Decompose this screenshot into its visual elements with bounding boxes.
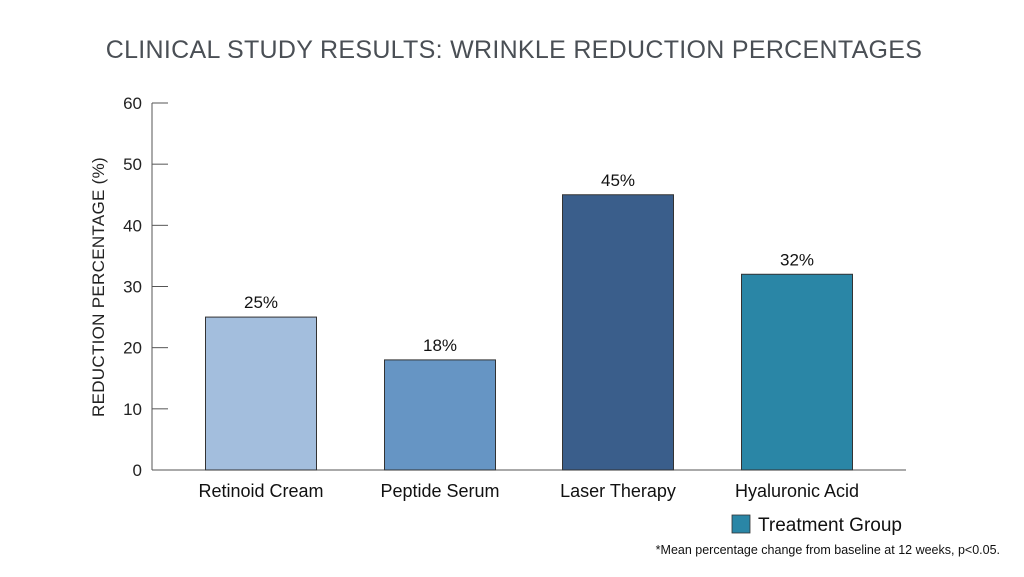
x-tick-label: Peptide Serum [380, 481, 499, 501]
bar [384, 359, 496, 471]
legend: Treatment Group [731, 514, 902, 536]
y-tick-label: 50 [123, 155, 142, 174]
x-tick-label: Laser Therapy [560, 481, 676, 501]
y-tick-label: 60 [123, 94, 142, 113]
footnote: *Mean percentage change from baseline at… [656, 543, 1000, 557]
y-tick-label: 20 [123, 339, 142, 358]
y-tick-label: 30 [123, 278, 142, 297]
data-labels: 25% 18% 45% 32% [244, 171, 814, 355]
x-tick-label: Retinoid Cream [198, 481, 323, 501]
data-label: 45% [601, 171, 635, 190]
legend-swatch [731, 514, 751, 534]
legend-label: Treatment Group [758, 515, 902, 536]
y-tick-label: 10 [123, 400, 142, 419]
data-label: 18% [423, 336, 457, 355]
y-tick-label: 40 [123, 216, 142, 235]
y-axis-label: REDUCTION PERCENTAGE (%) [89, 157, 108, 417]
chart-title: CLINICAL STUDY RESULTS: WRINKLE REDUCTIO… [106, 36, 923, 64]
data-label: 32% [780, 250, 814, 269]
bar [741, 273, 853, 471]
x-tick-labels: Retinoid Cream Peptide Serum Laser Therapy… [198, 481, 859, 501]
bar [205, 316, 317, 471]
bars [205, 194, 853, 471]
bar [562, 194, 674, 471]
x-tick-label: Hyaluronic Acid [735, 481, 859, 501]
y-tick-label: 0 [133, 461, 142, 480]
data-label: 25% [244, 293, 278, 312]
